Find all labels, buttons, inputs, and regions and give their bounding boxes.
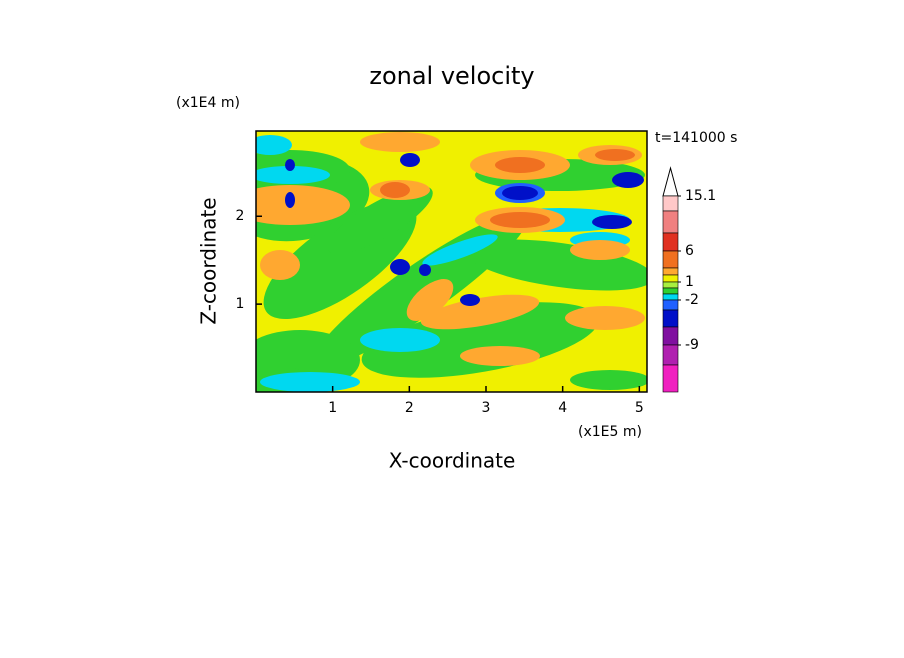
colorbar-box <box>662 267 679 276</box>
colorbar-box <box>662 299 679 311</box>
colorbar-label: 15.1 <box>685 188 716 204</box>
y-tick-label: 2 <box>236 208 245 224</box>
y-unit: (x1E4 m) <box>176 95 240 111</box>
colorbar-box <box>662 250 679 269</box>
contour-region <box>400 153 420 167</box>
contour-region <box>570 240 630 260</box>
x-tick-label: 5 <box>635 400 644 416</box>
contour-region <box>406 279 454 321</box>
contour-region <box>285 159 295 171</box>
colorbar-box <box>662 344 679 366</box>
colorbar-label: 1 <box>685 274 694 290</box>
x-axis-title: X-coordinate <box>389 449 516 473</box>
contour-region <box>361 302 599 378</box>
contour-region <box>256 185 350 225</box>
contour-region <box>595 149 635 161</box>
contour-region <box>360 132 440 152</box>
contour-region <box>592 215 632 229</box>
contour-region <box>256 135 292 155</box>
x-tick-label: 1 <box>328 400 337 416</box>
x-unit: (x1E5 m) <box>578 424 642 440</box>
contour-region <box>390 259 410 275</box>
contour-region <box>420 294 540 330</box>
contour-region <box>256 166 330 184</box>
colorbar-box <box>662 232 679 252</box>
colorbar-label: -2 <box>685 292 699 308</box>
contour-region <box>460 346 540 366</box>
contour-region <box>360 328 440 352</box>
x-tick-label: 4 <box>558 400 567 416</box>
contour-region <box>419 264 431 276</box>
colorbar-box <box>662 309 679 328</box>
contour-region <box>380 182 410 198</box>
contour-region <box>422 234 498 266</box>
contour-region <box>260 250 300 280</box>
x-tick-label: 2 <box>405 400 414 416</box>
colorbar-label: 6 <box>685 243 694 259</box>
contour-region <box>612 172 644 188</box>
plot-frame <box>255 130 648 393</box>
x-tick-label: 3 <box>482 400 491 416</box>
contour-region <box>460 294 480 306</box>
colorbar-box <box>662 281 679 289</box>
colorbar-box <box>662 274 679 283</box>
contour-region <box>495 157 545 173</box>
colorbar-box <box>662 293 679 301</box>
chart-title: zonal velocity <box>369 62 534 90</box>
colorbar-box <box>662 195 679 212</box>
contour-region <box>565 306 645 330</box>
contour-region <box>570 370 647 390</box>
colorbar-arrow <box>662 166 679 197</box>
contour-region <box>260 372 360 392</box>
annotation: t=141000 s <box>655 130 737 146</box>
contour-region <box>490 212 550 228</box>
y-tick-label: 1 <box>236 296 245 312</box>
contour-region <box>327 186 433 254</box>
contour-field <box>256 131 647 392</box>
colorbar-label: -9 <box>685 337 699 353</box>
y-axis-title: Z-coordinate <box>197 197 221 324</box>
colorbar-box <box>662 364 679 393</box>
contour-region <box>502 186 538 200</box>
contour-region <box>285 192 295 208</box>
colorbar-box <box>662 287 679 295</box>
colorbar-box <box>662 326 679 346</box>
colorbar-box <box>662 210 679 234</box>
